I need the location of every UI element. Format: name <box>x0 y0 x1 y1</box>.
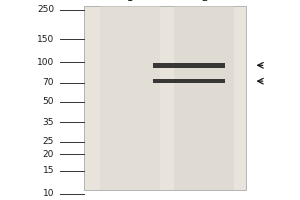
Bar <box>174 6 234 190</box>
Text: 1: 1 <box>128 0 134 3</box>
Bar <box>153 79 225 83</box>
Text: 10: 10 <box>43 190 54 198</box>
Bar <box>84 6 246 190</box>
Text: 15: 15 <box>43 166 54 175</box>
Text: 20: 20 <box>43 150 54 159</box>
Text: 150: 150 <box>37 35 54 44</box>
Bar <box>153 63 225 68</box>
Text: 35: 35 <box>43 118 54 127</box>
Text: 2: 2 <box>201 0 207 3</box>
Bar <box>100 6 160 190</box>
Text: 70: 70 <box>43 78 54 87</box>
Text: 100: 100 <box>37 58 54 67</box>
Text: 50: 50 <box>43 98 54 106</box>
Text: 250: 250 <box>37 5 54 15</box>
Text: 25: 25 <box>43 137 54 146</box>
